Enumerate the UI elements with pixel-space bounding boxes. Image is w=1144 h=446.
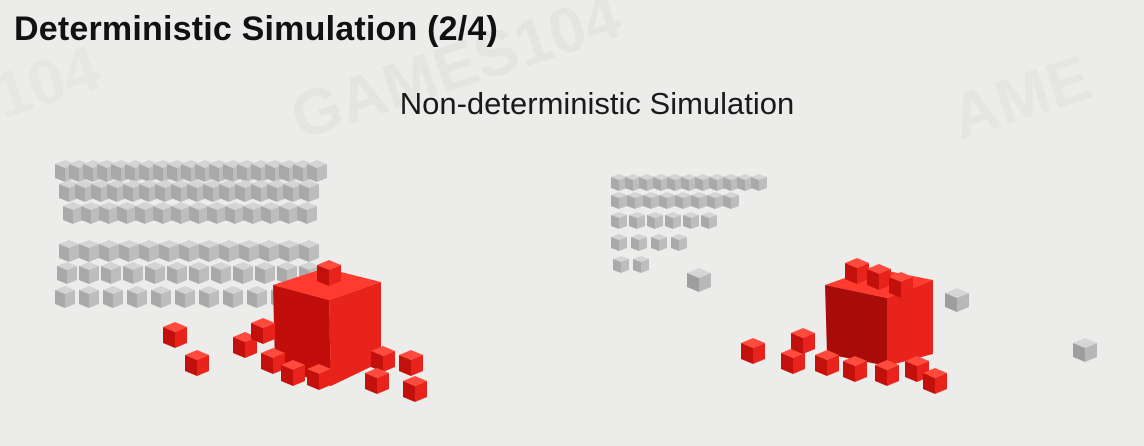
simulation-image-left — [55, 150, 455, 420]
simulation-image-right — [605, 160, 1105, 420]
slide-subtitle: Non-deterministic Simulation — [399, 86, 795, 121]
slide-title: Deterministic Simulation (2/4) — [14, 10, 498, 48]
